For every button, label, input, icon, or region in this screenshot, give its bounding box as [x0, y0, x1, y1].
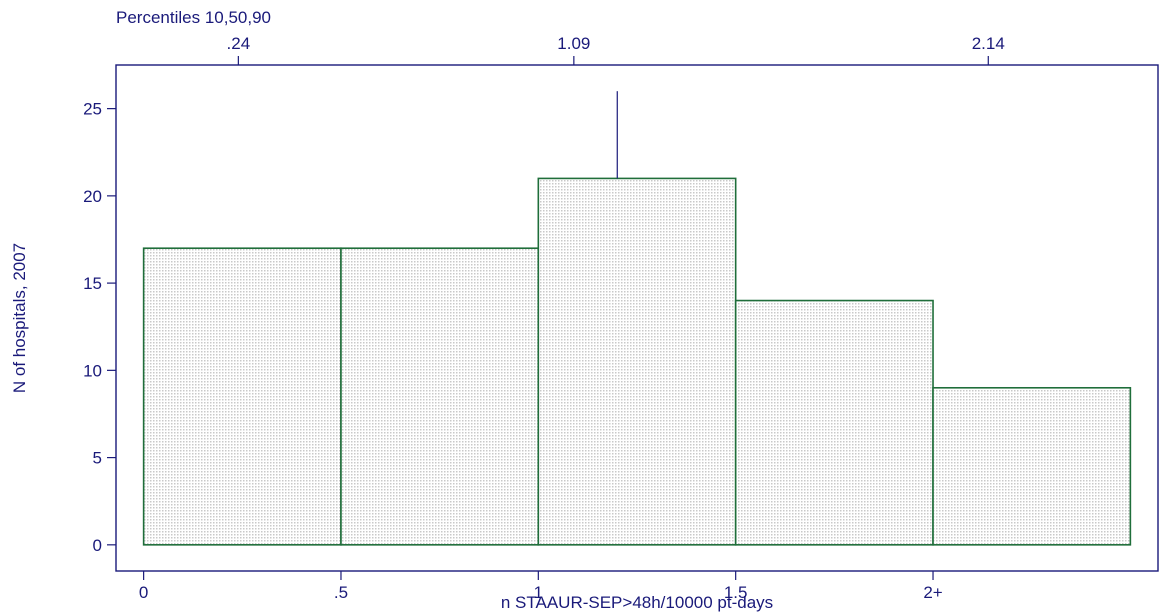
x-tick-label: 1.5 — [724, 583, 748, 602]
histogram-bar-5 — [932, 386, 1132, 546]
y-axis-label: N of hospitals, 2007 — [10, 243, 29, 393]
x-tick-label: .5 — [334, 583, 348, 602]
y-tick-label: 20 — [83, 187, 102, 206]
top-tick-label: .24 — [227, 34, 251, 53]
histogram-bar-1 — [142, 247, 342, 546]
y-tick-label: 5 — [93, 449, 102, 468]
top-axis-ticks: .24 1.09 2.14 — [227, 34, 1005, 65]
y-tick-label: 15 — [83, 274, 102, 293]
x-tick-label: 0 — [139, 583, 148, 602]
plot-frame — [115, 64, 1159, 572]
top-tick-label: 2.14 — [972, 34, 1005, 53]
histogram-bar-4 — [734, 299, 934, 546]
x-axis-label: n STAAUR-SEP>48h/10000 pt-days — [501, 593, 773, 612]
y-axis-ticks: 0 5 10 15 20 25 — [83, 100, 116, 555]
histogram-bars — [142, 177, 1132, 546]
histogram-bar-3 — [537, 177, 737, 546]
x-axis-ticks: 0 .5 1 1.5 2+ — [139, 571, 943, 602]
y-tick-label: 25 — [83, 100, 102, 119]
x-tick-label: 2+ — [923, 583, 942, 602]
y-tick-label: 10 — [83, 361, 102, 380]
top-axis-label: Percentiles 10,50,90 — [116, 8, 271, 27]
x-tick-label: 1 — [534, 583, 543, 602]
histogram-bar-2 — [340, 247, 540, 546]
y-tick-label: 0 — [93, 536, 102, 555]
top-tick-label: 1.09 — [557, 34, 590, 53]
